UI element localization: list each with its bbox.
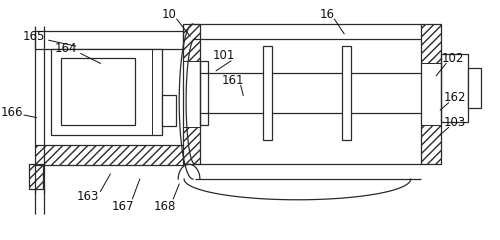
Text: 165: 165 <box>22 30 45 43</box>
Text: 16: 16 <box>320 8 334 21</box>
Text: 166: 166 <box>0 106 23 119</box>
Text: 167: 167 <box>112 200 134 213</box>
Bar <box>183 24 200 61</box>
Bar <box>28 164 44 189</box>
Bar <box>441 54 468 122</box>
Bar <box>420 24 441 63</box>
Bar <box>162 95 176 126</box>
Bar <box>441 103 468 122</box>
Bar <box>183 24 200 164</box>
Text: 10: 10 <box>162 8 177 21</box>
Text: 101: 101 <box>212 49 234 62</box>
Text: 161: 161 <box>222 74 244 87</box>
Text: 168: 168 <box>153 200 176 213</box>
Bar <box>342 46 350 140</box>
Bar <box>420 125 441 164</box>
Bar <box>36 31 183 48</box>
Text: 103: 103 <box>444 116 466 129</box>
Bar <box>468 68 480 108</box>
Text: 162: 162 <box>444 91 466 104</box>
Text: 164: 164 <box>54 42 77 55</box>
Bar <box>61 59 135 125</box>
Bar <box>183 127 200 164</box>
Text: 163: 163 <box>77 190 100 203</box>
Bar <box>28 164 44 189</box>
Text: 102: 102 <box>442 52 464 65</box>
Bar <box>420 24 441 164</box>
Bar <box>441 54 468 73</box>
Bar <box>263 46 272 140</box>
Bar <box>36 145 183 165</box>
Bar <box>51 48 162 135</box>
Bar <box>200 61 208 125</box>
